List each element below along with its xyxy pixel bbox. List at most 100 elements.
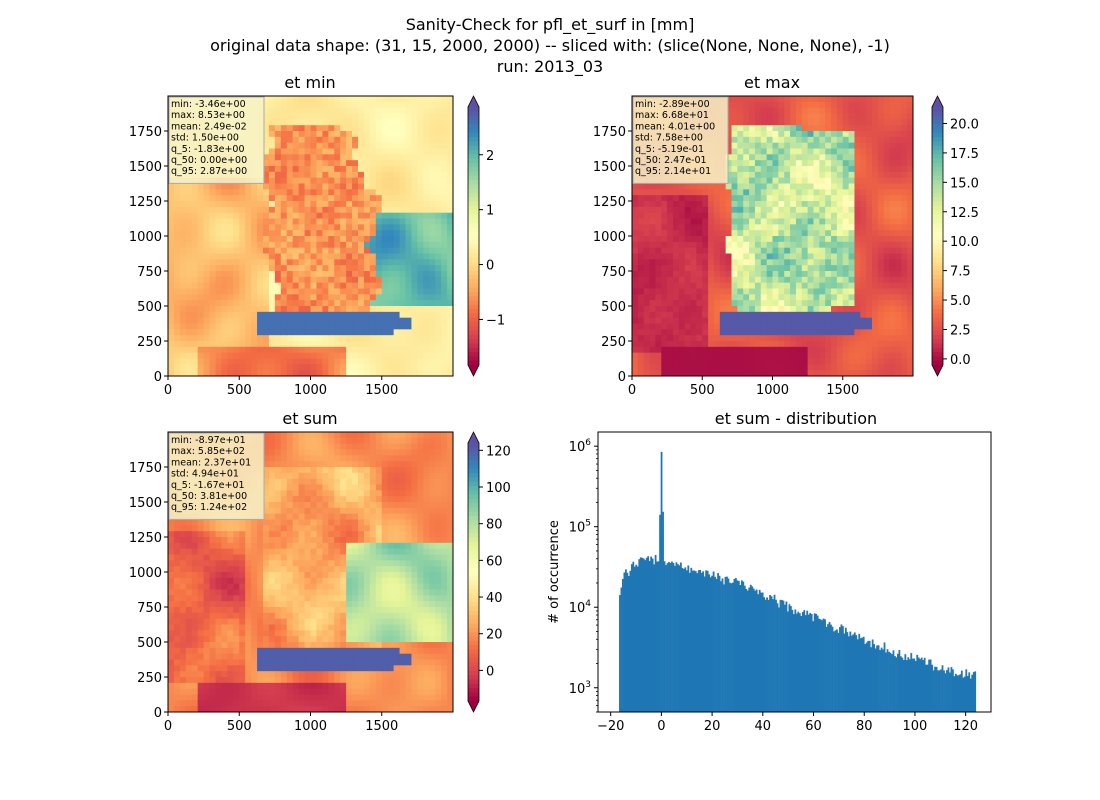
heatmap-cell bbox=[435, 276, 442, 284]
heatmap-cell bbox=[168, 335, 175, 342]
heatmap-cell bbox=[901, 329, 908, 336]
heatmap-cell bbox=[292, 236, 300, 243]
heatmap-cell bbox=[263, 160, 270, 167]
heatmap-cell bbox=[667, 247, 674, 255]
heatmap-cell bbox=[215, 370, 223, 376]
heatmap-cell bbox=[245, 206, 252, 214]
heatmap-cell bbox=[239, 300, 246, 307]
heatmap-cell bbox=[310, 294, 318, 301]
heatmap-cell bbox=[708, 253, 715, 260]
heatmap-cell bbox=[872, 160, 879, 167]
heatmap-cell bbox=[813, 329, 820, 336]
heatmap-cell bbox=[435, 218, 442, 225]
heatmap-cell bbox=[369, 119, 377, 126]
heatmap-cell bbox=[304, 136, 312, 144]
heatmap-cell bbox=[795, 142, 803, 150]
heatmap-cell bbox=[179, 218, 187, 225]
heatmap-cell bbox=[801, 323, 809, 330]
heatmap-cell bbox=[754, 206, 762, 214]
heatmap-cell bbox=[795, 119, 803, 126]
heatmap-cell bbox=[399, 370, 407, 376]
heatmap-cell bbox=[363, 236, 371, 243]
heatmap-cell bbox=[369, 166, 377, 173]
heatmap-cell bbox=[429, 241, 436, 249]
heatmap-cell bbox=[848, 306, 856, 313]
heatmap-cell bbox=[393, 201, 401, 208]
heatmap-cell bbox=[831, 317, 838, 325]
heatmap-cell bbox=[179, 548, 187, 556]
heatmap-cell bbox=[795, 300, 803, 307]
heatmap-cell bbox=[872, 364, 879, 371]
heatmap-cell bbox=[411, 335, 418, 342]
heatmap-cell bbox=[825, 195, 832, 202]
heatmap-cell bbox=[429, 201, 436, 208]
heatmap-cell bbox=[381, 352, 389, 360]
heatmap-cell bbox=[173, 224, 181, 231]
heatmap-cell bbox=[889, 317, 897, 325]
heatmap-cell bbox=[346, 288, 353, 295]
heatmap-cell bbox=[860, 218, 867, 225]
heatmap-cell bbox=[257, 253, 264, 260]
colorbar-segment bbox=[932, 236, 943, 241]
heatmap-cell bbox=[203, 259, 211, 266]
heatmap-cell bbox=[696, 247, 703, 255]
heatmap-cell bbox=[375, 276, 383, 284]
heatmap-cell bbox=[813, 230, 820, 237]
heatmap-cell bbox=[842, 142, 850, 150]
heatmap-cell bbox=[334, 183, 341, 190]
heatmap-cell bbox=[304, 317, 312, 325]
heatmap-cell bbox=[280, 352, 288, 360]
heatmap-cell bbox=[731, 364, 738, 371]
heatmap-cell bbox=[672, 288, 680, 295]
heatmap-cell bbox=[310, 271, 318, 278]
heatmap-cell bbox=[322, 131, 329, 138]
heatmap-cell bbox=[381, 125, 389, 132]
heatmap-cell bbox=[423, 177, 430, 185]
heatmap-cell bbox=[203, 265, 211, 272]
heatmap-cell bbox=[173, 595, 181, 602]
heatmap-cell bbox=[387, 96, 395, 103]
heatmap-cell bbox=[179, 206, 187, 214]
colorbar-segment bbox=[932, 274, 943, 280]
heatmap-cell bbox=[352, 335, 359, 342]
heatmap-cell bbox=[819, 131, 826, 138]
heatmap-cell bbox=[334, 300, 341, 307]
heatmap-cell bbox=[737, 323, 744, 330]
x-tick-label: 1000 bbox=[756, 383, 789, 398]
heatmap-cell bbox=[393, 241, 401, 249]
heatmap-cell bbox=[696, 300, 703, 307]
heatmap-cell bbox=[215, 218, 223, 225]
heatmap-et-sum: 0 500 1000 150002505007501000125015001750mi… bbox=[129, 431, 511, 734]
heatmap-cell bbox=[778, 101, 785, 109]
colorbar-segment bbox=[932, 218, 943, 224]
heatmap-cell bbox=[749, 160, 756, 167]
heatmap-cell bbox=[895, 101, 902, 109]
heatmap-cell bbox=[678, 294, 686, 301]
heatmap-cell bbox=[447, 352, 453, 360]
heatmap-cell bbox=[191, 195, 199, 202]
heatmap-cell bbox=[173, 206, 181, 214]
stats-line: min: -3.46e+00 bbox=[171, 99, 246, 110]
heatmap-cell bbox=[637, 323, 645, 330]
heatmap-cell bbox=[760, 218, 768, 225]
heatmap-cell bbox=[399, 101, 407, 109]
heatmap-cell bbox=[209, 201, 217, 208]
heatmap-cell bbox=[375, 364, 383, 371]
heatmap-cell bbox=[790, 247, 797, 255]
heatmap-cell bbox=[713, 358, 721, 365]
heatmap-cell bbox=[778, 154, 785, 161]
heatmap-cell bbox=[257, 288, 264, 295]
heatmap-cell bbox=[872, 224, 879, 231]
heatmap-cell bbox=[346, 154, 353, 161]
heatmap-cell bbox=[381, 218, 389, 225]
heatmap-cell bbox=[731, 101, 738, 109]
heatmap-cell bbox=[340, 201, 347, 208]
heatmap-cell bbox=[251, 335, 258, 342]
y-tick-label: 1000 bbox=[129, 230, 162, 245]
heatmap-cell bbox=[363, 171, 371, 179]
heatmap-cell bbox=[441, 230, 448, 237]
heatmap-cell bbox=[399, 142, 407, 150]
heatmap-cell bbox=[316, 300, 323, 307]
heatmap-cell bbox=[263, 317, 270, 325]
colorbar-extend-max bbox=[932, 96, 943, 107]
